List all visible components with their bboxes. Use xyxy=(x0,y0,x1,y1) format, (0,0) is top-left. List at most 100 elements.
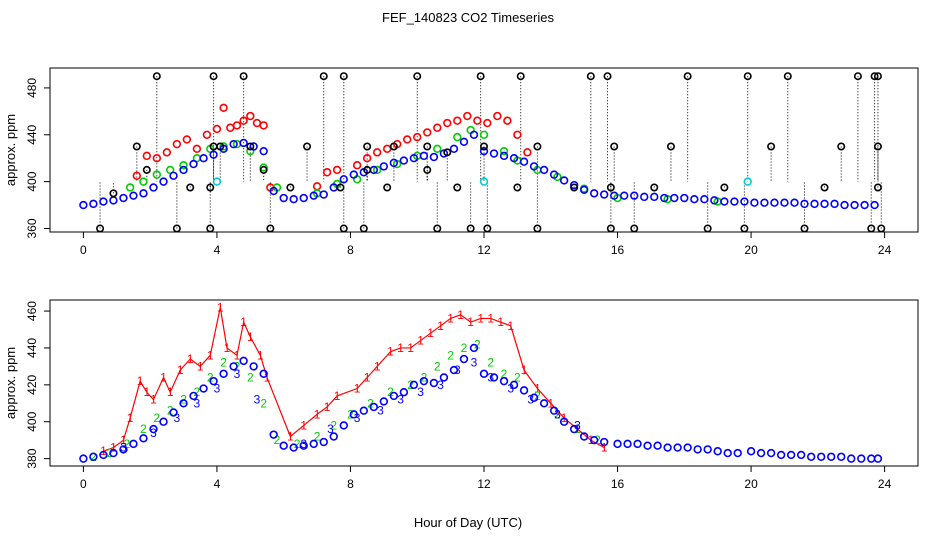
bottom-point-circles-8 xyxy=(159,417,168,426)
top-point-series-3-52 xyxy=(599,190,609,199)
bottom-y-tick-label-380: 380 xyxy=(25,448,39,468)
bottom-point-1-33: 1 xyxy=(437,319,444,333)
top-point-series-1-10 xyxy=(226,123,235,132)
top-point-black-32 xyxy=(453,183,462,192)
bottom-point-3-20: 3 xyxy=(574,418,581,432)
bottom-point-1-17: 1 xyxy=(247,330,254,344)
bottom-x-tick-label-12: 12 xyxy=(477,477,491,491)
bottom-point-circles-66 xyxy=(746,447,756,456)
top-point-series-1-23 xyxy=(382,144,392,154)
top-point-series-3-7 xyxy=(149,183,158,192)
top-point-series-3-3 xyxy=(109,196,118,205)
top-point-black-64 xyxy=(873,142,882,151)
bottom-point-circles-28 xyxy=(359,406,369,415)
bottom-point-circles-67 xyxy=(756,448,766,458)
top-point-series-3-68 xyxy=(760,198,769,207)
bottom-point-3-2: 3 xyxy=(174,411,181,425)
top-point-series-3-74 xyxy=(820,199,829,209)
top-point-series-3-5 xyxy=(129,191,138,200)
bottom-point-1-37: 1 xyxy=(477,311,484,325)
top-point-series-3-19 xyxy=(269,186,278,196)
bottom-series-1-line xyxy=(103,307,605,452)
bottom-point-1-13: 1 xyxy=(217,300,224,314)
top-point-series-3-49 xyxy=(569,180,579,190)
bottom-point-circles-72 xyxy=(806,452,816,461)
top-point-black-11 xyxy=(216,142,225,151)
top-point-black-61 xyxy=(867,224,876,233)
bottom-point-circles-9 xyxy=(169,408,178,417)
bottom-point-1-29: 1 xyxy=(397,341,404,355)
top-point-series-1-32 xyxy=(473,116,482,125)
top-point-black-45 xyxy=(606,183,615,192)
top-point-series-3-76 xyxy=(840,200,849,210)
top-point-series-3-10 xyxy=(179,165,188,175)
bottom-point-circles-5 xyxy=(129,439,138,449)
bottom-y-tick-label-420: 420 xyxy=(25,375,39,395)
top-point-series-1-37 xyxy=(523,148,532,157)
top-point-series-3-71 xyxy=(790,198,799,207)
bottom-point-circles-49 xyxy=(569,424,579,434)
top-point-black-63 xyxy=(873,183,882,192)
top-series-series-3 xyxy=(79,130,879,210)
top-x-tick-label-16: 16 xyxy=(611,243,625,257)
bottom-point-circles-52 xyxy=(599,437,609,447)
top-point-series-4-0 xyxy=(212,177,222,186)
top-point-series-3-79 xyxy=(870,200,879,210)
bottom-point-circles-68 xyxy=(766,448,776,458)
bottom-point-circles-24 xyxy=(319,437,328,447)
top-point-black-46 xyxy=(610,142,619,151)
top-point-series-1-8 xyxy=(212,124,222,134)
bottom-point-3-19: 3 xyxy=(554,407,561,421)
top-point-series-3-78 xyxy=(860,200,869,210)
bottom-point-2-9: 2 xyxy=(220,356,227,370)
bottom-point-2-2: 2 xyxy=(123,437,130,451)
bottom-point-3-17: 3 xyxy=(507,382,514,396)
bottom-point-1-9: 1 xyxy=(177,363,184,377)
top-point-series-3-36 xyxy=(439,149,449,158)
bottom-point-3-0: 3 xyxy=(120,441,127,455)
top-point-series-3-21 xyxy=(289,195,298,204)
top-point-series-3-32 xyxy=(399,156,409,165)
bottom-point-circles-51 xyxy=(589,435,599,445)
top-point-series-3-11 xyxy=(189,159,198,169)
bottom-point-1-21: 1 xyxy=(300,418,307,432)
top-point-black-49 xyxy=(666,142,675,151)
bottom-point-1-6: 1 xyxy=(150,393,157,407)
top-point-black-43 xyxy=(603,72,612,81)
top-point-black-23 xyxy=(363,165,372,174)
bottom-point-1-31: 1 xyxy=(417,334,424,348)
bottom-point-3-11: 3 xyxy=(397,393,404,407)
top-point-series-3-12 xyxy=(199,154,208,163)
bottom-point-circles-75 xyxy=(837,452,846,461)
bottom-point-2-7: 2 xyxy=(194,385,201,399)
bottom-point-circles-20 xyxy=(279,441,288,450)
top-point-black-13 xyxy=(246,142,255,151)
top-point-black-16 xyxy=(286,183,295,192)
top-point-black-18 xyxy=(319,72,328,81)
bottom-point-circles-76 xyxy=(847,454,856,463)
top-point-series-3-77 xyxy=(850,200,859,210)
bottom-point-circles-42 xyxy=(499,376,509,386)
top-point-black-37 xyxy=(513,183,522,192)
top-point-series-3-45 xyxy=(529,162,539,171)
bottom-point-3-12: 3 xyxy=(417,385,424,399)
top-point-series-1-30 xyxy=(453,116,462,125)
top-y-tick-label-400: 400 xyxy=(25,171,39,191)
top-point-series-2-15 xyxy=(372,165,382,175)
bottom-point-1-41: 1 xyxy=(521,363,528,377)
top-point-series-3-53 xyxy=(609,191,619,200)
bottom-x-tick-label-8: 8 xyxy=(347,477,354,491)
bottom-point-2-28: 2 xyxy=(514,370,521,384)
bottom-point-2-11: 2 xyxy=(247,370,254,384)
top-point-black-57 xyxy=(800,224,809,233)
top-y-tick-label-440: 440 xyxy=(25,124,39,144)
bottom-point-circles-19 xyxy=(269,430,278,439)
top-point-black-7 xyxy=(206,224,215,233)
bottom-point-circles-64 xyxy=(723,448,732,458)
bottom-series-circles xyxy=(79,343,883,463)
top-point-series-3-4 xyxy=(119,193,128,203)
top-point-series-1-9 xyxy=(219,103,228,113)
top-point-series-3-66 xyxy=(740,197,749,206)
top-point-series-1-13 xyxy=(246,111,255,121)
